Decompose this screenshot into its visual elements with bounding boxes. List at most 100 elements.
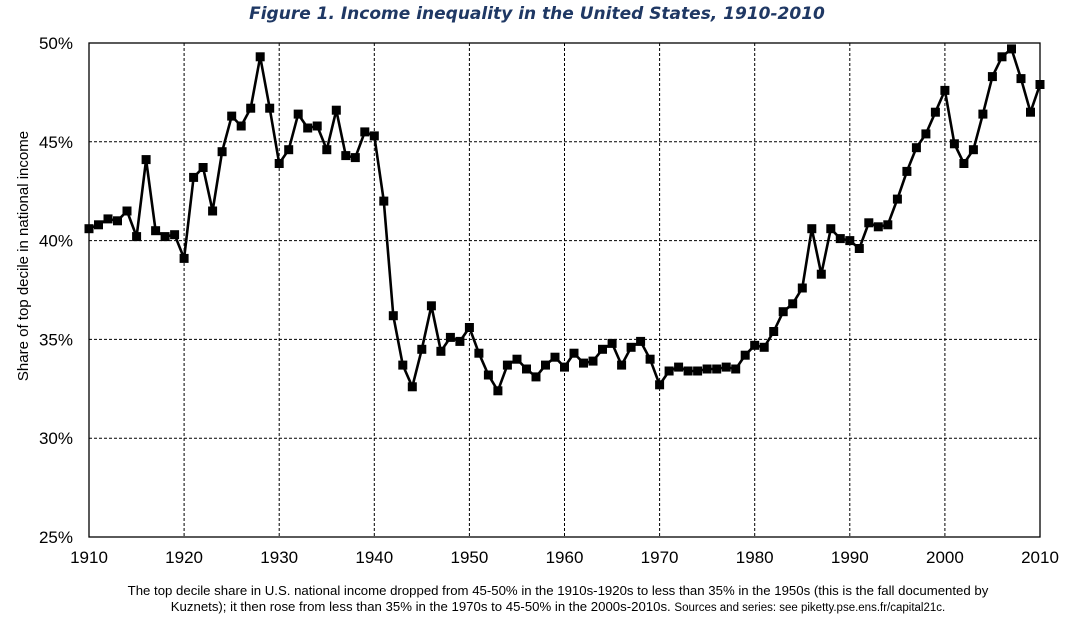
data-point: [151, 226, 161, 236]
data-point: [835, 234, 845, 244]
y-tick-label: 35%: [39, 330, 73, 349]
data-point: [550, 352, 560, 362]
caption-line-2: Kuznets); it then rose from less than 35…: [171, 599, 945, 614]
data-point: [483, 370, 493, 380]
data-point: [122, 206, 132, 216]
x-tick-label: 1960: [546, 548, 584, 567]
data-point: [636, 336, 646, 346]
data-point: [331, 105, 341, 115]
data-point: [360, 127, 370, 137]
data-point: [978, 109, 988, 119]
data-point: [379, 196, 389, 206]
data-point: [398, 360, 408, 370]
data-point: [883, 220, 893, 230]
data-point: [816, 269, 826, 279]
chart-title: Figure 1. Income inequality in the Unite…: [249, 4, 825, 24]
data-point: [255, 52, 265, 62]
data-point: [797, 283, 807, 293]
data-point: [1035, 80, 1045, 89]
data-point: [569, 348, 579, 358]
data-point: [493, 386, 503, 396]
data-point: [921, 129, 931, 139]
data-point: [417, 344, 427, 354]
data-point: [94, 220, 103, 230]
x-tick-label: 1990: [831, 548, 869, 567]
data-point: [1007, 44, 1016, 54]
data-point: [217, 147, 227, 157]
data-point: [759, 342, 769, 352]
plot-frame: [88, 42, 1041, 538]
data-point: [826, 224, 836, 234]
data-point: [141, 155, 151, 165]
data-point: [388, 311, 398, 321]
data-point: [265, 103, 275, 113]
data-point: [464, 323, 474, 332]
data-point: [769, 327, 779, 336]
data-point: [113, 216, 122, 226]
data-point: [341, 151, 351, 161]
data-point: [911, 143, 921, 153]
data-point: [693, 366, 703, 376]
data-point: [645, 354, 655, 364]
data-point: [179, 253, 189, 263]
data-point: [132, 232, 142, 242]
data-point: [1026, 107, 1035, 117]
data-point: [541, 360, 550, 370]
data-point: [189, 172, 199, 182]
data-point: [274, 159, 284, 168]
x-tick-label: 1980: [736, 548, 774, 567]
data-point: [864, 218, 874, 228]
data-point: [607, 338, 617, 348]
data-point: [369, 131, 379, 141]
data-point: [731, 364, 741, 374]
data-point: [873, 222, 883, 232]
x-tick-label: 1930: [260, 548, 298, 567]
data-point: [788, 299, 798, 309]
data-point: [702, 364, 712, 374]
data-point: [845, 236, 855, 246]
data-point: [474, 348, 484, 358]
x-tick-label: 1950: [450, 548, 488, 567]
data-point: [236, 121, 246, 131]
data-point: [512, 354, 522, 364]
data-point: [579, 358, 588, 368]
y-tick-label: 30%: [39, 429, 73, 448]
y-tick-label: 40%: [39, 232, 73, 251]
x-tick-labels: 1910 1920 1930 1940 1950 1960 1970 1980 1990 2000…: [70, 548, 1059, 567]
data-point: [445, 332, 455, 342]
data-point: [674, 362, 684, 372]
data-point: [426, 301, 436, 311]
data-point: [807, 224, 817, 234]
data-point: [664, 366, 674, 376]
data-point: [940, 85, 950, 95]
data-point: [930, 107, 940, 117]
data-point: [683, 366, 693, 376]
data-point: [293, 109, 303, 119]
data-point: [227, 111, 237, 121]
y-tick-label: 50%: [39, 34, 73, 53]
data-point: [987, 72, 997, 82]
x-tick-label: 2010: [1021, 548, 1059, 567]
data-point: [407, 382, 417, 392]
grid-lines: [89, 43, 1040, 537]
data-point: [949, 139, 959, 149]
data-point: [208, 206, 218, 216]
data-point: [350, 153, 360, 163]
data-point: [854, 244, 864, 253]
data-point: [1016, 74, 1026, 84]
data-point: [721, 362, 731, 372]
data-point: [560, 362, 569, 372]
x-tick-label: 1910: [70, 548, 108, 567]
caption-sources: Sources and series: see piketty.pse.ens.…: [674, 602, 945, 614]
data-point: [617, 360, 627, 370]
data-point: [598, 344, 607, 354]
data-point: [522, 364, 531, 374]
data-point: [284, 145, 294, 155]
data-point: [246, 103, 256, 113]
data-point: [84, 224, 94, 234]
caption-text: Kuznets); it then rose from less than 35…: [171, 599, 671, 614]
x-tick-label: 1940: [355, 548, 393, 567]
data-point: [103, 214, 113, 224]
data-point: [750, 340, 760, 350]
